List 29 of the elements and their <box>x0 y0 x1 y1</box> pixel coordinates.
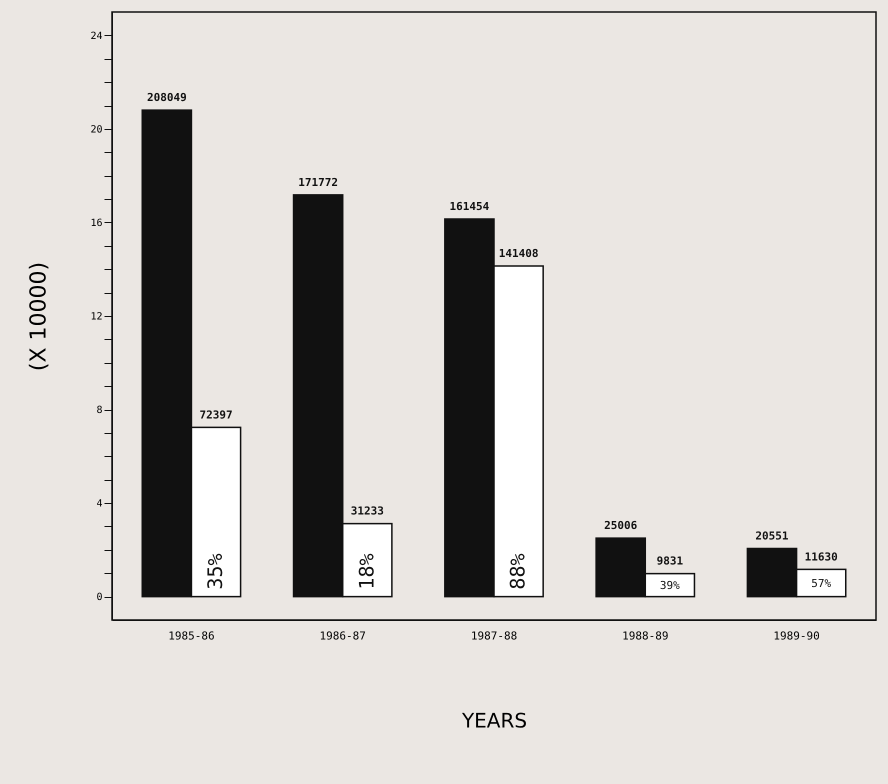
y-tick-label: 0 <box>96 592 102 604</box>
x-tick-label: 1988-89 <box>622 630 668 642</box>
annotation: 11630 <box>804 550 838 564</box>
x-tick-label: 1989-90 <box>773 630 820 642</box>
y-tick-label: 12 <box>90 312 102 322</box>
annotation: 31233 <box>350 504 384 518</box>
annotation: 35% <box>203 553 228 590</box>
x-tick-label: 1985-86 <box>168 630 215 642</box>
annotation: 9831 <box>656 554 684 568</box>
annotation: 161454 <box>450 200 490 214</box>
x-tick-label: 1987-88 <box>470 630 518 642</box>
annotation: 88% <box>506 553 530 590</box>
y-tick-label: 20 <box>90 124 102 136</box>
y-tick-label: 16 <box>90 218 102 229</box>
y-tick-label: 4 <box>96 498 102 510</box>
x-axis-title: YEARS <box>460 708 528 732</box>
annotation: 39% <box>660 579 680 592</box>
annotation: 20551 <box>755 530 789 543</box>
annotation: 72397 <box>199 408 233 422</box>
x-tick-label: 1986-87 <box>320 630 366 642</box>
annotation: 208049 <box>146 91 187 104</box>
y-axis-title: (X 10000) <box>26 262 52 372</box>
annotation: 18% <box>354 553 378 590</box>
annotation: 25006 <box>604 519 638 532</box>
annotation: 57% <box>811 576 832 590</box>
annotation: 171772 <box>298 176 338 189</box>
y-tick-label: 8 <box>96 405 102 416</box>
y-tick-label: 24 <box>90 30 102 42</box>
annotation: 141408 <box>498 246 538 260</box>
